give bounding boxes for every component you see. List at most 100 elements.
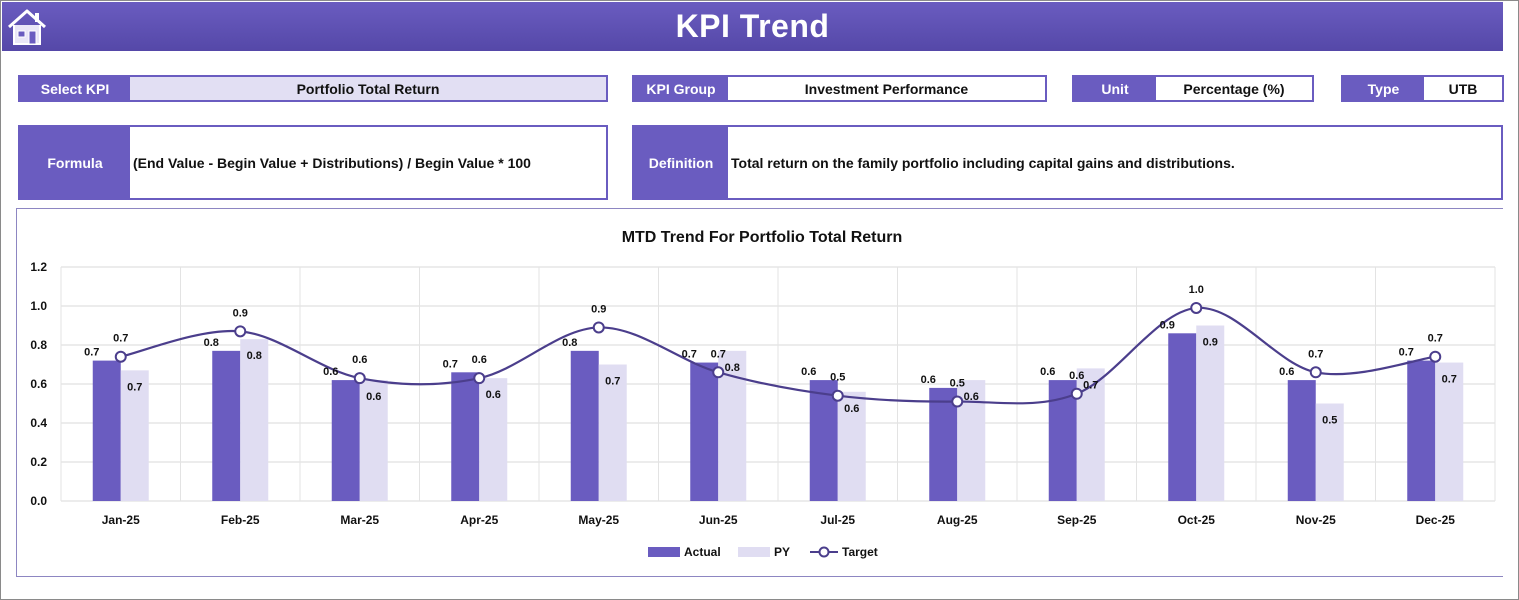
target-marker — [1309, 366, 1322, 379]
bar-actual — [690, 362, 719, 501]
data-label-target: 0.7 — [1428, 333, 1443, 345]
data-label-py: 0.8 — [725, 362, 740, 374]
data-label-actual: 0.8 — [204, 337, 219, 349]
bar-py — [1435, 362, 1464, 501]
data-label-py: 0.7 — [127, 381, 142, 393]
data-label-py: 0.7 — [1442, 374, 1457, 386]
target-marker — [951, 395, 964, 408]
data-label-target: 0.5 — [830, 372, 845, 384]
data-label-actual: 0.7 — [443, 358, 458, 370]
data-label-actual: 0.8 — [562, 337, 577, 349]
bar-py — [1315, 403, 1344, 501]
data-label-target: 0.7 — [711, 348, 726, 360]
bar-py — [359, 380, 388, 501]
bar-py — [479, 378, 508, 501]
target-marker — [712, 366, 725, 379]
data-label-target: 0.5 — [950, 378, 965, 390]
y-tick-label: 1.2 — [30, 260, 47, 274]
bar-actual — [1168, 333, 1197, 501]
legend-swatch-py — [738, 547, 770, 557]
bar-py — [120, 370, 149, 501]
target-marker — [1429, 350, 1442, 363]
data-label-actual: 0.6 — [921, 374, 936, 386]
data-label-target: 0.6 — [472, 354, 487, 366]
target-marker — [234, 325, 247, 338]
bar-actual — [212, 350, 241, 501]
y-tick-label: 0.4 — [30, 416, 47, 430]
select-kpi-dropdown[interactable]: Portfolio Total Return — [130, 77, 606, 100]
data-label-target: 0.7 — [1308, 348, 1323, 360]
definition-field: Definition Total return on the family po… — [632, 125, 1503, 200]
bar-py — [240, 339, 269, 501]
kpi-group-field: KPI Group Investment Performance — [632, 75, 1047, 102]
x-tick-label: Jul-25 — [820, 513, 855, 527]
x-tick-label: Oct-25 — [1178, 513, 1216, 527]
definition-value: Total return on the family portfolio inc… — [731, 154, 1235, 171]
type-field: Type UTB — [1341, 75, 1504, 102]
data-label-actual: 0.7 — [682, 349, 697, 361]
target-marker — [353, 372, 366, 385]
definition-label: Definition — [634, 127, 728, 198]
x-tick-label: May-25 — [578, 513, 619, 527]
data-label-py: 0.9 — [1203, 337, 1218, 349]
bar-actual — [92, 360, 121, 501]
kpi-group-label: KPI Group — [634, 77, 728, 100]
home-icon[interactable] — [6, 7, 48, 47]
formula-value: (End Value - Begin Value + Distributions… — [133, 154, 531, 171]
bar-py — [598, 364, 627, 501]
select-kpi-label: Select KPI — [20, 77, 130, 100]
x-tick-label: Aug-25 — [937, 513, 978, 527]
data-label-target: 1.0 — [1189, 284, 1204, 296]
data-label-target: 0.9 — [233, 307, 248, 319]
data-label-py: 0.6 — [486, 389, 501, 401]
legend-marker-target — [818, 546, 830, 558]
x-tick-label: Jan-25 — [102, 513, 140, 527]
target-marker — [473, 372, 486, 385]
target-marker — [114, 350, 127, 363]
data-label-actual: 0.9 — [1160, 319, 1175, 331]
bar-actual — [809, 380, 838, 501]
x-tick-label: Dec-25 — [1416, 513, 1456, 527]
x-tick-label: Feb-25 — [221, 513, 260, 527]
bar-py — [1196, 325, 1225, 501]
data-label-actual: 0.6 — [1279, 366, 1294, 378]
bar-actual — [331, 380, 360, 501]
bar-actual — [929, 387, 958, 501]
data-label-actual: 0.6 — [801, 366, 816, 378]
data-label-py: 0.6 — [366, 391, 381, 403]
y-tick-label: 0.6 — [30, 377, 47, 391]
type-label: Type — [1343, 77, 1424, 100]
page-title: KPI Trend — [675, 8, 830, 44]
target-marker — [1190, 301, 1203, 314]
legend-swatch-actual — [648, 547, 680, 557]
data-label-target: 0.6 — [1069, 370, 1084, 382]
legend-label-target: Target — [842, 545, 878, 559]
unit-field: Unit Percentage (%) — [1072, 75, 1314, 102]
data-label-py: 0.8 — [247, 350, 262, 362]
select-kpi-field[interactable]: Select KPI Portfolio Total Return — [18, 75, 608, 102]
unit-value: Percentage (%) — [1183, 80, 1285, 97]
formula-label: Formula — [20, 127, 130, 198]
bar-actual — [1407, 360, 1436, 501]
kpi-group-value: Investment Performance — [804, 80, 969, 97]
bar-actual — [570, 350, 599, 501]
y-tick-label: 1.0 — [30, 299, 47, 313]
data-label-py: 0.7 — [605, 376, 620, 388]
bar-actual — [451, 372, 480, 501]
chart-panel: MTD Trend For Portfolio Total Return 0.0… — [16, 208, 1503, 577]
data-label-target: 0.7 — [113, 333, 128, 345]
title-bar: KPI Trend — [2, 2, 1503, 51]
data-label-actual: 0.7 — [1399, 347, 1414, 359]
target-line — [120, 306, 1436, 405]
x-tick-label: Mar-25 — [340, 513, 379, 527]
data-label-actual: 0.7 — [84, 347, 99, 359]
x-tick-label: Sep-25 — [1057, 513, 1097, 527]
x-tick-label: Apr-25 — [460, 513, 498, 527]
unit-label: Unit — [1074, 77, 1156, 100]
data-label-py: 0.6 — [964, 391, 979, 403]
target-marker — [592, 321, 605, 334]
bar-py — [837, 391, 866, 501]
legend-label-actual: Actual — [684, 545, 721, 559]
data-label-actual: 0.6 — [1040, 366, 1055, 378]
y-tick-label: 0.8 — [30, 338, 47, 352]
